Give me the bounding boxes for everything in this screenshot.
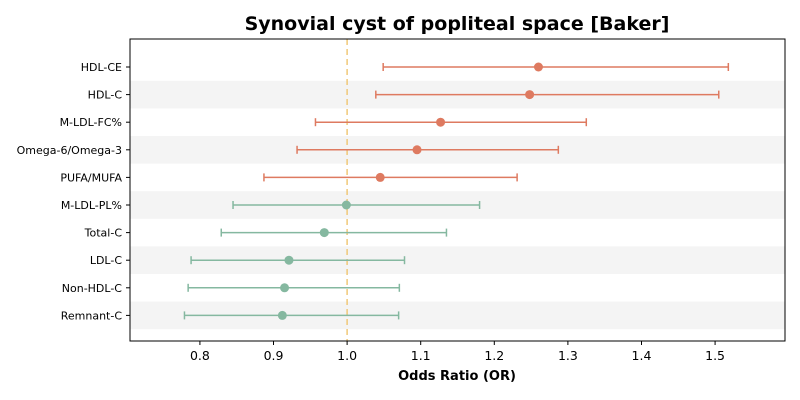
or-point (412, 145, 422, 155)
x-tick-label: 1.1 (411, 348, 431, 363)
y-tick-label: Remnant-C (61, 309, 123, 322)
row-hdl-ce (382, 62, 730, 72)
x-tick-label: 1.3 (558, 348, 578, 363)
row-non-hdl-c (187, 283, 401, 293)
or-point (280, 283, 290, 293)
x-axis: 0.8 0.9 1.0 1.1 1.2 1.3 1.4 1.5 (190, 341, 725, 363)
y-axis: HDL-CE HDL-C M-LDL-FC% Omega-6/Omega-3 PUFA/… (17, 61, 130, 322)
y-tick-label: Total-C (84, 227, 123, 240)
x-axis-label: Odds Ratio (OR) (398, 369, 516, 384)
or-point (436, 117, 446, 127)
y-tick-label: PUFA/MUFA (60, 171, 122, 184)
y-tick-label: HDL-C (88, 89, 123, 102)
y-tick-label: Omega-6/Omega-3 (17, 144, 122, 157)
or-point (525, 90, 535, 100)
x-tick-label: 1.0 (337, 348, 357, 363)
row-m-ldl-fc (314, 117, 588, 127)
row-ldl-c (190, 255, 406, 265)
data-rows (183, 62, 730, 320)
x-tick-label: 1.4 (632, 348, 652, 363)
y-tick-label: HDL-CE (81, 61, 122, 74)
y-tick-label: M-LDL-FC% (60, 116, 122, 129)
row-pufa-mufa (263, 172, 518, 182)
row-hdl-c (375, 90, 720, 100)
row-remnant-c (183, 310, 400, 320)
x-tick-label: 0.9 (264, 348, 284, 363)
x-tick-label: 0.8 (190, 348, 210, 363)
or-point (319, 228, 329, 238)
plot-frame (129, 38, 786, 342)
x-tick-label: 1.2 (484, 348, 504, 363)
row-m-ldl-pl (232, 200, 481, 210)
row-total-c (220, 228, 448, 238)
y-tick-label: M-LDL-PL% (61, 199, 122, 212)
or-point (375, 172, 385, 182)
or-point (533, 62, 543, 72)
y-tick-label: Non-HDL-C (62, 282, 123, 295)
or-point (284, 255, 294, 265)
or-point (277, 310, 287, 320)
x-tick-label: 1.5 (705, 348, 725, 363)
y-tick-label: LDL-C (90, 254, 123, 267)
chart-title: Synovial cyst of popliteal space [Baker] (245, 13, 670, 35)
row-omega-6-omega-3 (296, 145, 560, 155)
or-point (341, 200, 351, 210)
